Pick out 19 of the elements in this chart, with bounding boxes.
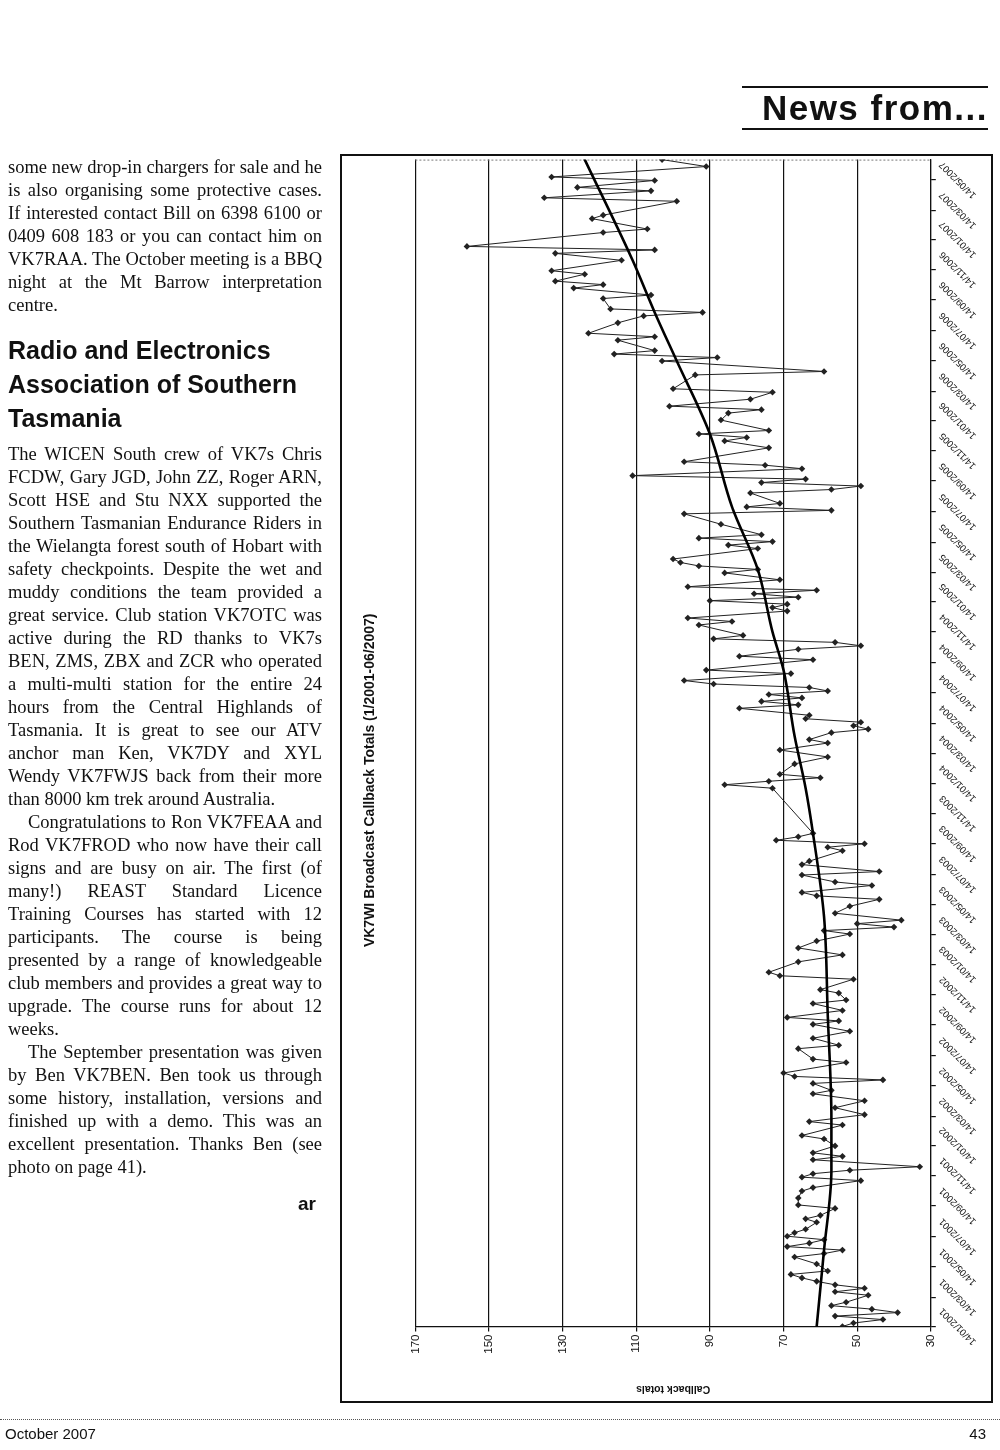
x-tick-label: 150 — [482, 1334, 495, 1354]
text: October 2007 — [5, 1425, 96, 1442]
x-tick-label: 110 — [629, 1334, 642, 1353]
text: The WICEN South crew of VK7s Chris FCDW, Gary JGD, John ZZ, Roger ARN, Scott HSE and Stu NXX supported the Southern Tasmanian Endurance Riders in the Wielangta forest south of Hobart with safety checkpoints. Despite the wet and muddy conditions the team provided a great service. Club station VK7OTC was active during the RD thanks to VK7s BEN, ZMS, ZBX and ZCR who operated a multi-multi station for the entire 24 hours from the Central Highlands of Tasmania. It is great to see our ATV anchor man Ken, VK7DY and XYL Wendy VK7FWJS back from their more than 8000 km trek around Australia. — [8, 444, 322, 809]
text: Congratulations to Ron VK7FEAA and Rod VK7FROD who now have their call signs and are busy on air. The first (of many!) REAST Standard Licence Training Courses has started with 12 participants. The course is being presented by a range of knowledgeable club members and provides a great way to upgrade. The course runs for about 12 weeks. — [8, 812, 322, 1039]
x-tick-label: 70 — [776, 1334, 789, 1348]
x-tick-label: 30 — [923, 1334, 936, 1348]
text: News from... — [742, 86, 988, 130]
text: ar — [297, 1193, 317, 1215]
text: The September presentation was given by Ben VK7BEN. Ben took us through some history, installation, versions and finished up with a demo. This was an excellent presentation. Thanks Ben (see photo on page 41). — [8, 1041, 322, 1179]
x-axis-title: Callback totals — [635, 1384, 711, 1397]
text: 43 — [969, 1425, 986, 1442]
text: Radio and Electronics Association of Southern Tasmania — [8, 335, 298, 434]
text: VK7WI Broadcast Callback Totals (1/2001-06/2007) — [361, 613, 378, 948]
x-tick-label: 130 — [555, 1334, 568, 1354]
text: some new drop-in chargers for sale and he is also organising some protective cases. If interested contact Bill on 6398 6100 or 0409 608 183 or you can contact him on VK7RAA. The October meeting is a BBQ night at the Mt Barrow interpretation centre. — [8, 156, 322, 317]
x-tick-label: 50 — [850, 1334, 863, 1348]
x-tick-label: 170 — [408, 1334, 421, 1354]
x-tick-label: 90 — [703, 1334, 716, 1348]
